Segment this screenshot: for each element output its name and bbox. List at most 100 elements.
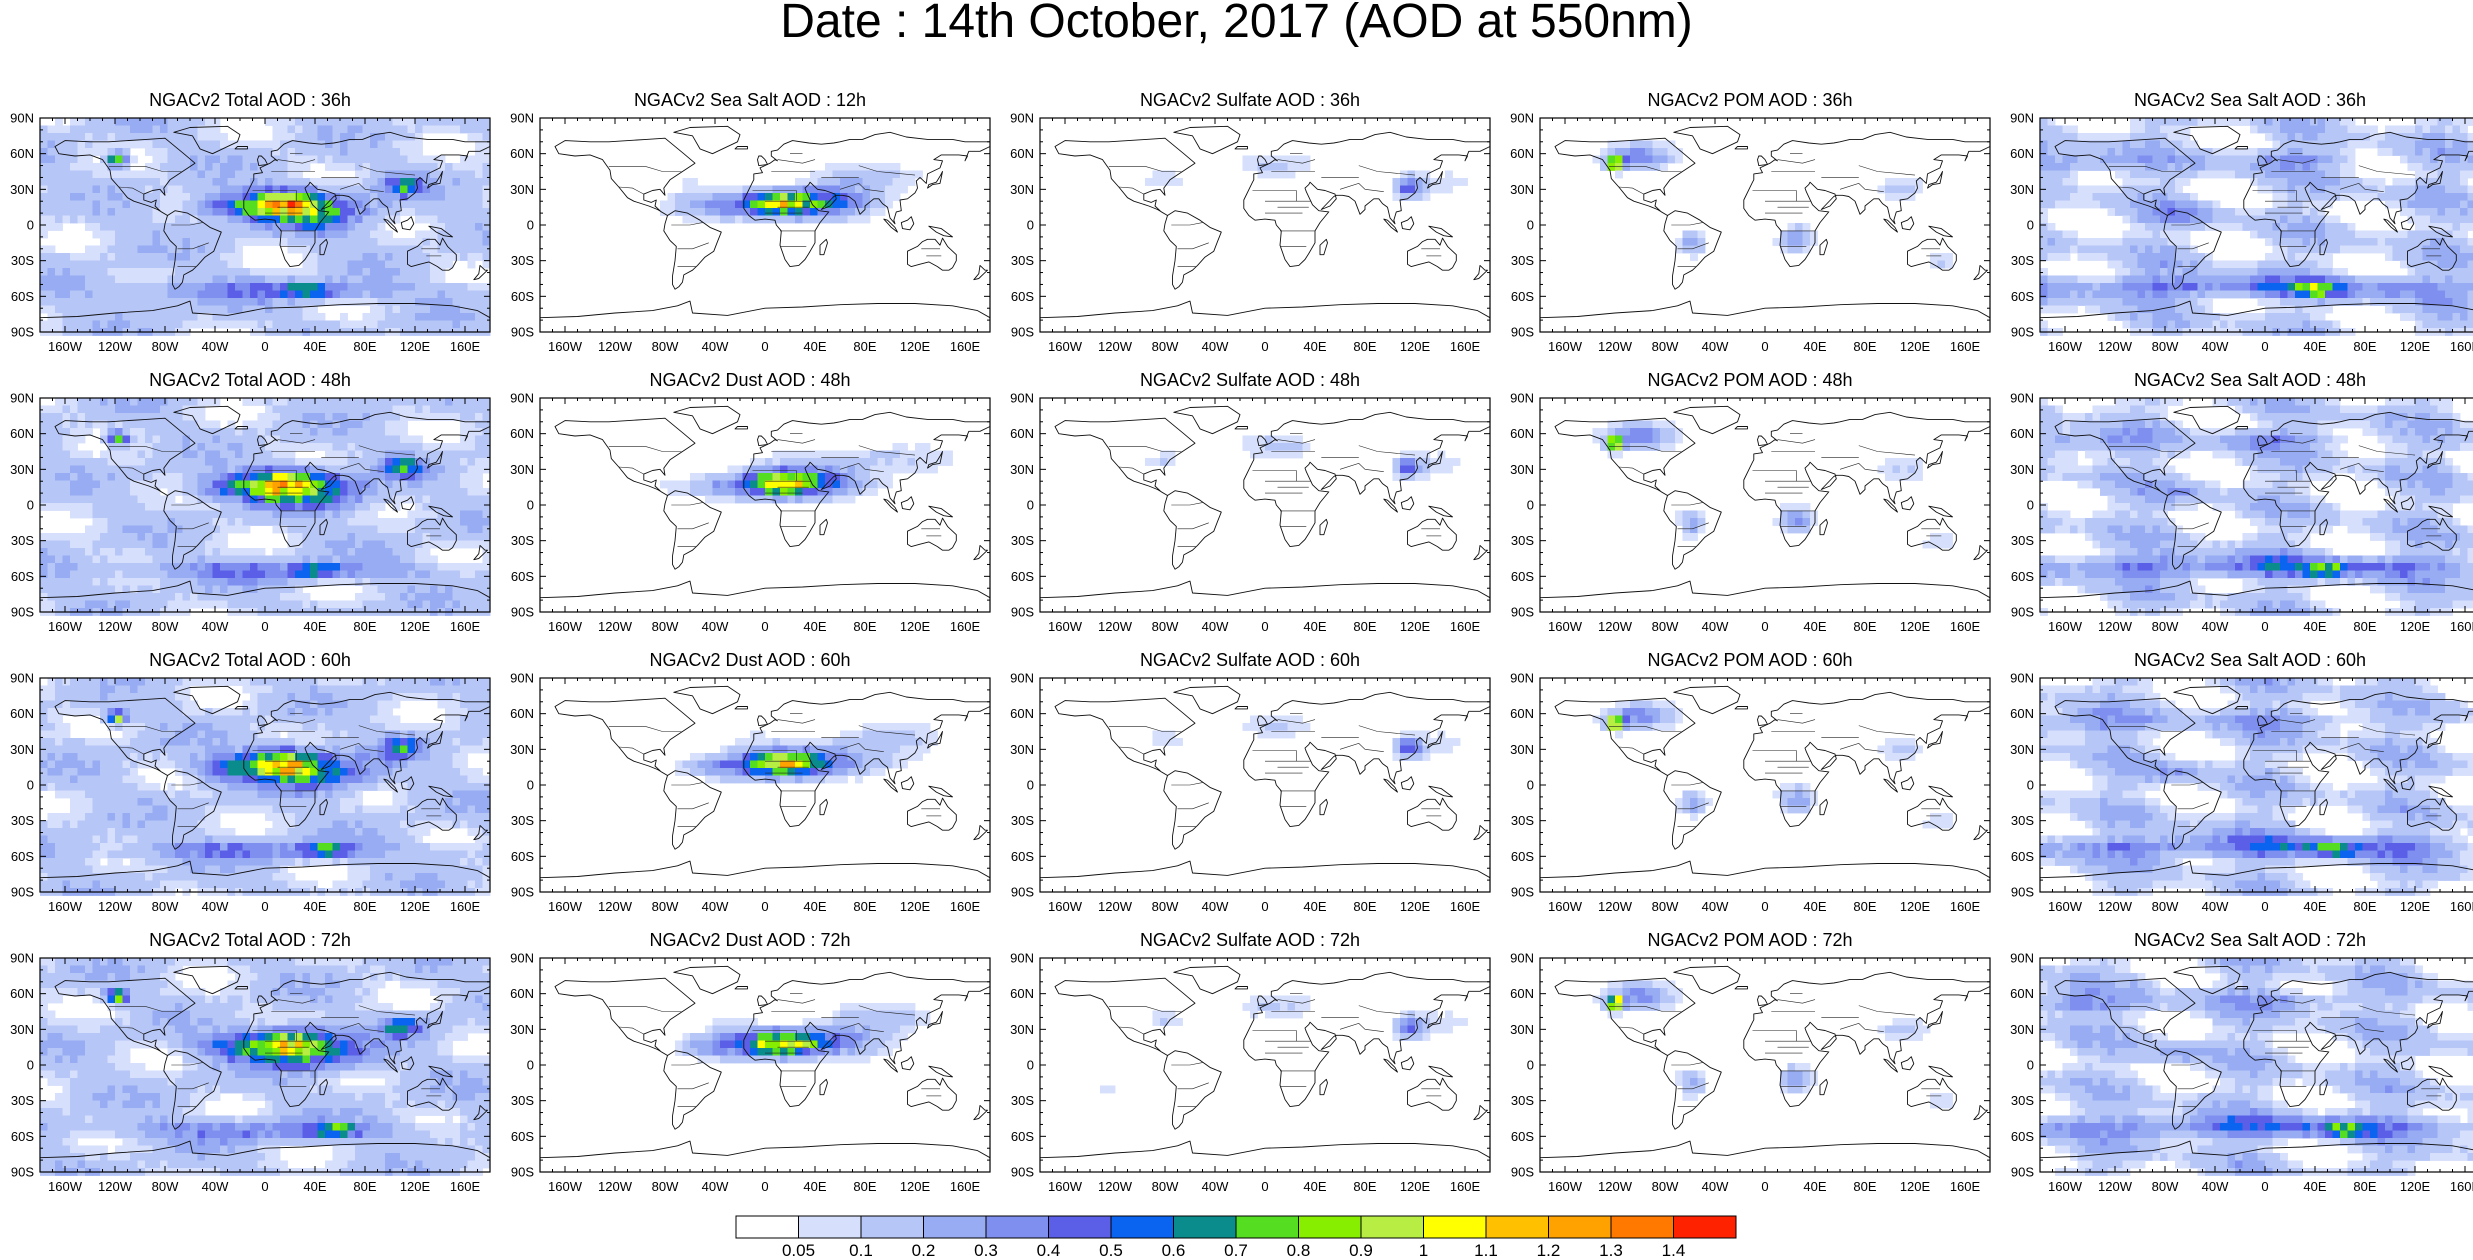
aod-cell	[332, 200, 341, 209]
coastline-borneo	[1400, 216, 1415, 231]
aod-cell	[2452, 193, 2461, 201]
aod-cell	[2197, 275, 2206, 284]
aod-cell	[62, 140, 71, 149]
aod-cell	[2287, 268, 2296, 276]
aod-cell	[2377, 140, 2386, 149]
aod-cell	[265, 170, 273, 179]
aod-cell	[892, 193, 901, 201]
aod-cell	[415, 155, 423, 164]
aod-cell	[2445, 313, 2453, 321]
aod-cell	[832, 200, 841, 209]
aod-cell	[2070, 125, 2078, 134]
aod-cell	[265, 290, 273, 299]
aod-cell	[2145, 313, 2153, 321]
aod-cell	[452, 503, 461, 511]
aod-cell	[892, 178, 901, 186]
aod-cell	[460, 398, 468, 406]
aod-cell	[2340, 283, 2348, 291]
aod-cell	[2302, 208, 2311, 216]
aod-cell	[415, 238, 423, 246]
aod-cell	[362, 290, 371, 299]
aod-cell	[2175, 215, 2183, 224]
aod-cell	[482, 283, 491, 291]
aod-cell	[2122, 275, 2131, 284]
aod-cell	[107, 420, 116, 429]
aod-cell	[362, 208, 371, 216]
aod-cell	[2047, 125, 2056, 134]
aod-cell	[437, 223, 446, 231]
aod-cell	[295, 428, 303, 436]
country-border	[1339, 183, 1384, 192]
aod-cell	[392, 118, 401, 126]
aod-cell	[2452, 140, 2461, 149]
aod-cell	[107, 125, 116, 134]
aod-cell	[220, 185, 228, 194]
aod-cell	[2212, 200, 2221, 209]
aod-cell	[2392, 133, 2401, 141]
aod-cell	[250, 443, 258, 451]
aod-cell	[2422, 238, 2431, 246]
aod-cell	[130, 495, 138, 504]
aod-cell	[2205, 313, 2213, 321]
aod-cell	[445, 125, 453, 134]
aod-cell	[2460, 200, 2468, 209]
aod-cell	[152, 193, 161, 201]
aod-cell	[197, 148, 206, 156]
aod-cell	[2460, 215, 2468, 224]
aod-cell	[460, 230, 468, 239]
aod-cell	[2145, 320, 2153, 329]
aod-cell	[2377, 245, 2386, 254]
aod-cell	[2460, 125, 2468, 134]
aod-cell	[265, 420, 273, 429]
aod-cell	[2302, 268, 2311, 276]
aod-cell	[325, 458, 333, 466]
aod-cell	[467, 495, 476, 504]
aod-cell	[340, 193, 348, 201]
aod-cell	[2385, 148, 2393, 156]
aod-cell	[840, 208, 848, 216]
aod-cell	[2302, 118, 2311, 126]
aod-cell	[460, 405, 468, 414]
aod-cell	[220, 458, 228, 466]
lat-tick-label: 90N	[10, 111, 34, 126]
aod-cell	[2280, 313, 2288, 321]
aod-cell	[302, 435, 311, 444]
aod-cell	[2182, 178, 2191, 186]
aod-cell	[2137, 230, 2146, 239]
aod-cell	[1280, 155, 1288, 164]
aod-cell	[302, 495, 311, 504]
aod-cell	[2182, 260, 2191, 269]
aod-cell	[2317, 178, 2326, 186]
aod-cell	[227, 473, 236, 481]
aod-cell	[2190, 155, 2198, 164]
aod-cell	[287, 283, 296, 291]
aod-cell	[460, 290, 468, 299]
aod-cell	[62, 405, 71, 414]
aod-cell	[77, 313, 86, 321]
aod-cell	[70, 458, 78, 466]
aod-cell	[415, 413, 423, 421]
aod-cell	[2100, 148, 2108, 156]
aod-cell	[2137, 320, 2146, 329]
aod-cell	[265, 473, 273, 481]
aod-cell	[2137, 118, 2146, 126]
aod-cell	[757, 185, 766, 194]
lat-tick-label: 90N	[1010, 111, 1034, 126]
aod-cell	[1667, 148, 1676, 156]
aod-cell	[460, 420, 468, 429]
aod-cell	[2160, 245, 2168, 254]
aod-cell	[167, 435, 176, 444]
aod-cell	[62, 503, 71, 511]
aod-cell	[2257, 118, 2266, 126]
aod-cell	[392, 275, 401, 284]
aod-cell	[317, 503, 326, 511]
aod-cell	[355, 170, 363, 179]
aod-cell	[2235, 170, 2243, 179]
aod-cell	[227, 223, 236, 231]
aod-cell	[317, 208, 326, 216]
aod-cell	[2167, 118, 2176, 126]
aod-cell	[2265, 290, 2273, 299]
aod-cell	[85, 170, 93, 179]
aod-cell	[47, 133, 56, 141]
coastline-iceland	[1234, 146, 1248, 150]
